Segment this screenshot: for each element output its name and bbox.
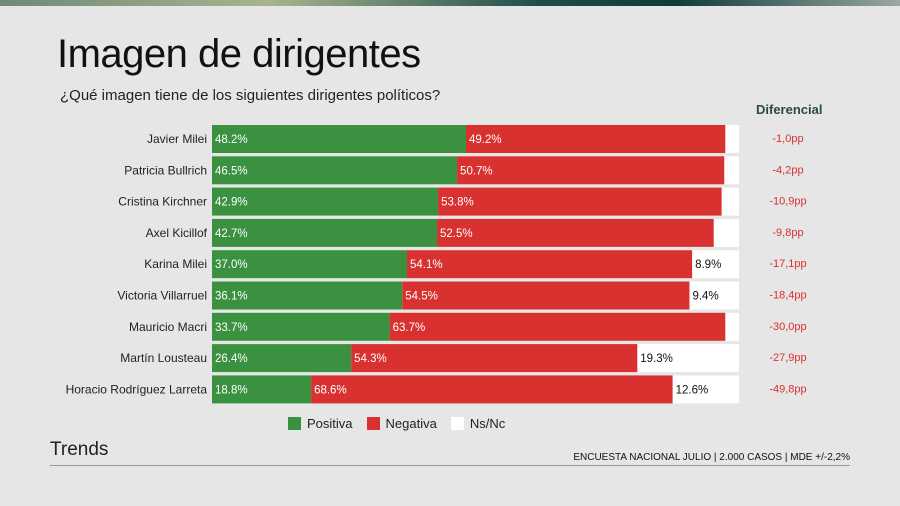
data-label: 36.1% bbox=[215, 291, 248, 303]
bar-positiva bbox=[212, 218, 438, 247]
legend-swatch bbox=[288, 417, 301, 430]
data-label: 54.1% bbox=[410, 259, 443, 271]
data-label: 18.8% bbox=[215, 384, 248, 396]
data-label: 54.3% bbox=[354, 353, 387, 365]
diferencial-header: Diferencial bbox=[756, 102, 823, 117]
data-label: 53.8% bbox=[441, 197, 474, 209]
data-label: 49.2% bbox=[469, 134, 502, 146]
legend-label: Positiva bbox=[307, 416, 353, 431]
bar-positiva bbox=[212, 312, 390, 341]
bar-negativa bbox=[351, 344, 638, 373]
legend-negativa: Negativa bbox=[366, 416, 437, 431]
legend-swatch bbox=[366, 417, 380, 430]
bar-negativa bbox=[311, 375, 673, 404]
bar-negativa bbox=[466, 125, 726, 153]
top-accent-bar bbox=[0, 0, 900, 6]
bar-negativa bbox=[402, 281, 690, 310]
data-label: 52.5% bbox=[440, 228, 473, 240]
category-label: Patricia Bullrich bbox=[124, 163, 207, 177]
diferencial-value: -9,8pp bbox=[772, 227, 803, 239]
bar-negativa bbox=[438, 187, 722, 216]
diferencial-value: -30,0pp bbox=[769, 321, 806, 333]
data-label: 48.2% bbox=[215, 134, 248, 146]
bar-negativa bbox=[457, 156, 725, 185]
legend-positiva: Positiva bbox=[288, 416, 353, 431]
category-label: Axel Kicillof bbox=[146, 226, 208, 240]
data-label: 42.9% bbox=[215, 197, 248, 209]
data-label: 46.5% bbox=[215, 165, 248, 177]
bar-positiva bbox=[212, 250, 407, 279]
category-label: Mauricio Macri bbox=[129, 320, 207, 334]
footer-note: ENCUESTA NACIONAL JULIO | 2.000 CASOS | … bbox=[573, 452, 850, 463]
bar-negativa bbox=[406, 250, 693, 279]
data-label: 12.6% bbox=[676, 384, 709, 396]
brand-logo: Trends bbox=[50, 439, 109, 460]
category-label: Karina Milei bbox=[144, 257, 207, 271]
category-label: Victoria Villarruel bbox=[117, 289, 207, 303]
data-label: 26.4% bbox=[215, 353, 248, 365]
diferencial-value: -17,1pp bbox=[769, 258, 806, 270]
data-label: 42.7% bbox=[215, 228, 248, 240]
bar-positiva bbox=[212, 156, 458, 185]
diferencial-value: -1,0pp bbox=[772, 133, 803, 145]
bar-positiva bbox=[212, 125, 467, 153]
data-label: 54.5% bbox=[405, 291, 438, 303]
legend: Positiva Negativa Ns/Nc bbox=[288, 416, 505, 431]
data-label: 9.4% bbox=[692, 291, 718, 303]
bar-negativa bbox=[389, 312, 726, 341]
bar-positiva bbox=[212, 344, 352, 373]
data-label: 63.7% bbox=[393, 322, 426, 334]
diferencial-value: -10,9pp bbox=[769, 196, 806, 208]
legend-nsnc: Ns/Nc bbox=[450, 416, 506, 431]
legend-label: Ns/Nc bbox=[469, 416, 506, 431]
category-label: Cristina Kirchner bbox=[118, 195, 207, 209]
category-label: Martín Lousteau bbox=[120, 351, 207, 365]
bar-positiva bbox=[212, 375, 312, 404]
data-label: 50.7% bbox=[460, 165, 493, 177]
category-label: Javier Milei bbox=[147, 132, 207, 146]
diferencial-value: -4,2pp bbox=[772, 164, 803, 176]
legend-label: Negativa bbox=[385, 416, 437, 431]
footer-divider bbox=[50, 465, 850, 466]
data-label: 8.9% bbox=[695, 259, 721, 271]
legend-swatch bbox=[450, 417, 464, 430]
data-label: 33.7% bbox=[215, 322, 248, 334]
data-label: 19.3% bbox=[640, 353, 673, 365]
page-title: Imagen de dirigentes bbox=[57, 32, 421, 76]
bar-negativa bbox=[437, 218, 714, 247]
subtitle: ¿Qué imagen tiene de los siguientes diri… bbox=[60, 87, 441, 104]
bar-positiva bbox=[212, 187, 439, 216]
diferencial-value: -18,4pp bbox=[769, 290, 806, 302]
category-label: Horacio Rodríguez Larreta bbox=[66, 382, 208, 396]
diferencial-value: -27,9pp bbox=[769, 352, 806, 364]
data-label: 37.0% bbox=[215, 259, 248, 271]
diferencial-value: -49,8pp bbox=[769, 383, 806, 395]
bar-positiva bbox=[212, 281, 403, 310]
data-label: 68.6% bbox=[314, 384, 347, 396]
